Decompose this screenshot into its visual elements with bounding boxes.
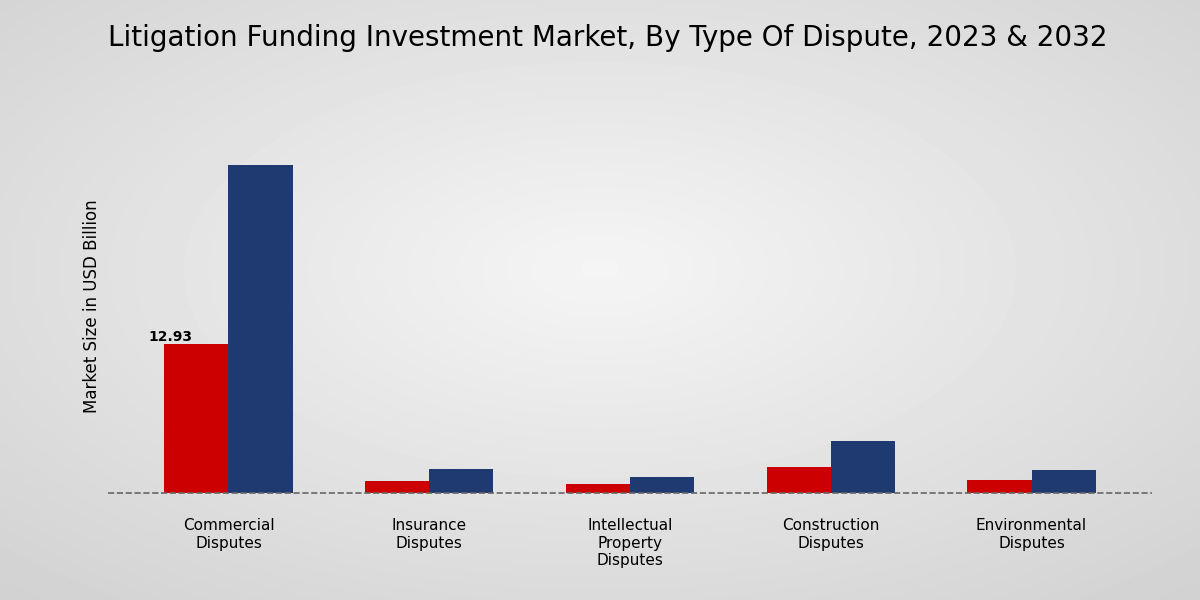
- Bar: [164, 344, 228, 493]
- Bar: [767, 467, 830, 493]
- Bar: [830, 441, 895, 493]
- Bar: [565, 484, 630, 493]
- Y-axis label: Market Size in USD Billion: Market Size in USD Billion: [83, 199, 101, 413]
- Bar: [1032, 470, 1096, 493]
- Text: 12.93: 12.93: [148, 330, 192, 344]
- Bar: [430, 469, 493, 493]
- Bar: [630, 476, 695, 493]
- Bar: [967, 480, 1032, 493]
- Bar: [228, 165, 293, 493]
- Text: Litigation Funding Investment Market, By Type Of Dispute, 2023 & 2032: Litigation Funding Investment Market, By…: [108, 24, 1108, 52]
- Bar: [365, 481, 430, 493]
